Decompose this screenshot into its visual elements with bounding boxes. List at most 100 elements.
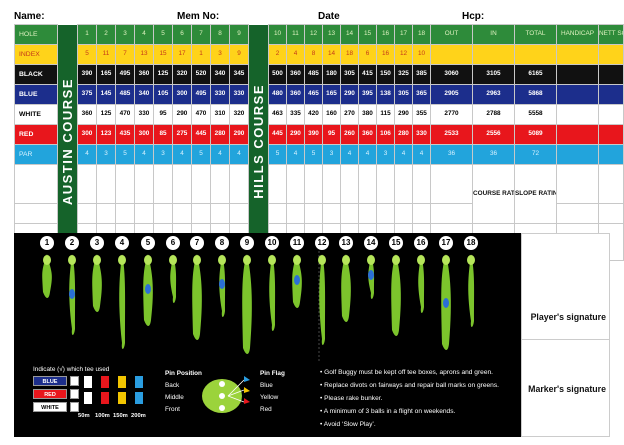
- score-cell[interactable]: [412, 164, 431, 204]
- score-cell-nett[interactable]: [598, 203, 624, 224]
- score-cell-out[interactable]: [430, 164, 473, 204]
- cell-black-hole-8: 340: [210, 64, 230, 85]
- player-signature-label: Player's signature: [530, 312, 606, 322]
- dist-50: 50m: [78, 413, 90, 419]
- score-cell[interactable]: [394, 164, 413, 204]
- score-cell[interactable]: [134, 164, 154, 204]
- cell-black-handicap[interactable]: [556, 64, 599, 85]
- hole-map-number-13: 13: [339, 236, 353, 250]
- score-cell[interactable]: [191, 164, 211, 204]
- score-cell[interactable]: [304, 203, 323, 224]
- tee-red-check[interactable]: [70, 389, 79, 399]
- tee-blue-check[interactable]: [70, 376, 79, 386]
- hole-map-fairway-12: [318, 254, 326, 345]
- hole-map-number-3: 3: [90, 236, 104, 250]
- pin-flag-title: Pin Flag: [260, 370, 285, 377]
- score-cell[interactable]: [358, 203, 377, 224]
- score-cell[interactable]: [210, 203, 230, 224]
- hole-map-fairway-7: [192, 254, 202, 340]
- pin-flag-red: Red: [260, 406, 272, 413]
- score-cell[interactable]: [340, 203, 359, 224]
- cell-index-hole-12: 8: [304, 44, 323, 65]
- score-cell[interactable]: [115, 164, 135, 204]
- cell-blue-hole-12: 465: [304, 84, 323, 105]
- score-cell[interactable]: [115, 203, 135, 224]
- score-cell[interactable]: [172, 203, 192, 224]
- dist-200: 200m: [131, 413, 146, 419]
- date-label: Date: [318, 11, 340, 22]
- score-cell[interactable]: [153, 203, 173, 224]
- cell-par-nett[interactable]: [598, 144, 624, 165]
- score-cell[interactable]: [229, 203, 249, 224]
- card-header: Name: Mem No: Date Hcp:: [0, 0, 624, 26]
- cell-blue-nett[interactable]: [598, 84, 624, 105]
- score-cell-nett[interactable]: [598, 164, 624, 204]
- signature-divider: [522, 339, 609, 340]
- cell-blue-handicap[interactable]: [556, 84, 599, 105]
- score-cell[interactable]: [376, 164, 395, 204]
- cell-white-hole-11: 335: [286, 104, 305, 125]
- cell-blue-out: 2905: [430, 84, 473, 105]
- hills-course-title: HILLS COURSE: [250, 83, 266, 199]
- cell-white-handicap[interactable]: [556, 104, 599, 125]
- score-cell[interactable]: [286, 203, 305, 224]
- row-blue: BLUE 375 145 485 340 105 300 495 330 330 480 360 465…: [14, 84, 624, 105]
- cell-blue-total: 5868: [514, 84, 557, 105]
- pin-position-middle: Middle: [165, 394, 184, 401]
- cell-red-hole-10: 445: [268, 124, 287, 145]
- name-label: Name:: [14, 11, 45, 22]
- cell-par-hole-10: 5: [268, 144, 287, 165]
- score-cell[interactable]: [134, 203, 154, 224]
- cell-white-nett[interactable]: [598, 104, 624, 125]
- score-cell[interactable]: [77, 203, 97, 224]
- score-cell[interactable]: [340, 164, 359, 204]
- score-cell[interactable]: [229, 164, 249, 204]
- score-cell[interactable]: [172, 164, 192, 204]
- cell-red-total: 5089: [514, 124, 557, 145]
- cell-white-hole-7: 470: [191, 104, 211, 125]
- cell-red-nett[interactable]: [598, 124, 624, 145]
- score-cell[interactable]: [153, 164, 173, 204]
- score-cell[interactable]: [286, 164, 305, 204]
- score-cell[interactable]: [96, 164, 116, 204]
- score-cell[interactable]: [304, 164, 323, 204]
- score-cell[interactable]: [322, 203, 341, 224]
- score-cell-handicap[interactable]: [556, 164, 599, 204]
- cell-index-hole-4: 13: [134, 44, 154, 65]
- cell-red-hole-7: 445: [191, 124, 211, 145]
- cell-index-hole-7: 1: [191, 44, 211, 65]
- score-cell[interactable]: [322, 164, 341, 204]
- score-entry-row: COURSE RATINGSLOPE RATING: [14, 164, 624, 224]
- score-cell[interactable]: [268, 203, 287, 224]
- cell-index-handicap[interactable]: [556, 44, 599, 65]
- cell-index-nett[interactable]: [598, 44, 624, 65]
- hole-map-number-11: 11: [290, 236, 304, 250]
- score-cell[interactable]: [376, 203, 395, 224]
- score-cell[interactable]: [210, 164, 230, 204]
- cell-index-hole-16: 16: [376, 44, 395, 65]
- score-cell[interactable]: [96, 203, 116, 224]
- score-cell-out[interactable]: [430, 203, 473, 224]
- cell-par-hole-13: 3: [322, 144, 341, 165]
- score-cell[interactable]: [191, 203, 211, 224]
- signature-panel: Player's signature Marker's signature: [521, 233, 610, 437]
- cell-blue-hole-8: 330: [210, 84, 230, 105]
- score-cell-handicap[interactable]: [556, 203, 599, 224]
- mem-no-label: Mem No:: [177, 11, 220, 22]
- score-cell[interactable]: [358, 164, 377, 204]
- cell-red-handicap[interactable]: [556, 124, 599, 145]
- rule-item: • Please rake bunker.: [320, 395, 383, 402]
- cell-black-hole-6: 320: [172, 64, 192, 85]
- hole-map-fairway-2: [68, 254, 76, 335]
- score-cell[interactable]: [394, 203, 413, 224]
- cell-black-nett[interactable]: [598, 64, 624, 85]
- cell-white-hole-10: 463: [268, 104, 287, 125]
- score-cell[interactable]: [268, 164, 287, 204]
- score-cell[interactable]: [77, 164, 97, 204]
- cell-white-hole-5: 95: [153, 104, 173, 125]
- cell-par-handicap[interactable]: [556, 144, 599, 165]
- course-rules: • Golf Buggy must be kept off tee boxes,…: [320, 366, 499, 431]
- row-red: RED 300 123 435 300 85 275 445 280 290 445 290 390 95…: [14, 124, 624, 145]
- score-cell[interactable]: [412, 203, 431, 224]
- tee-white-check[interactable]: [70, 402, 79, 412]
